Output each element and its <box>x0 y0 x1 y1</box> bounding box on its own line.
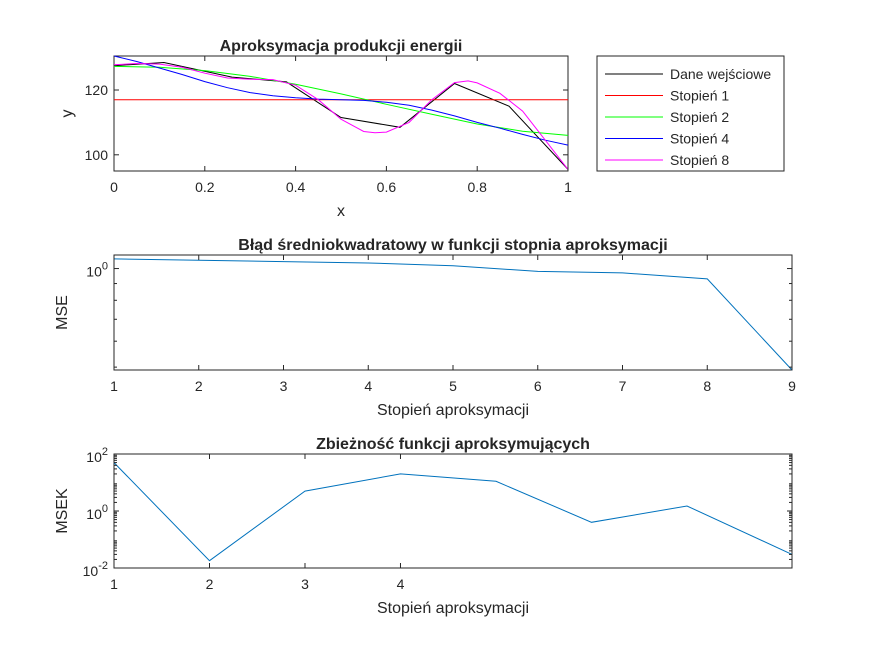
y-axis-label: MSEK <box>54 488 71 534</box>
x-tick-label: 1 <box>110 378 118 394</box>
x-tick-label: 4 <box>397 576 405 592</box>
y-tick-label-exponent: -2 <box>98 560 108 572</box>
legend-label-2: Stopień 1 <box>670 88 729 104</box>
x-tick-label: 1 <box>564 179 572 195</box>
series-line-1 <box>113 258 793 371</box>
series-line-5 <box>113 62 569 170</box>
y-tick-label: 10-2 <box>83 560 108 579</box>
y-tick-label: 100 <box>86 261 108 280</box>
axes-1: 0 0.2 0.4 0.6 0.8 1 100 120 Aproksymacja produkc… <box>59 38 572 220</box>
x-tick-label: 6 <box>534 378 542 394</box>
y-tick-label: 100 <box>85 147 109 163</box>
legend-box <box>596 55 785 172</box>
axes-2: 1 2 3 4 5 6 7 8 9 100 Błąd średniokwadratowy w fun… <box>54 237 796 419</box>
y-tick-label: 120 <box>85 82 109 98</box>
legend-label-1: Dane wejściowe <box>670 66 771 82</box>
plot-area <box>113 55 569 172</box>
y-tick-label-exponent: 2 <box>102 446 108 458</box>
y-tick-label-base: 10 <box>86 506 102 522</box>
x-axis-label: x <box>337 203 345 220</box>
x-tick-label: 0.4 <box>286 179 306 195</box>
x-tick-label: 2 <box>195 378 203 394</box>
x-tick-label: 0.8 <box>467 179 487 195</box>
axes-title: Aproksymacja produkcji energii <box>220 38 463 55</box>
y-tick-label-base: 10 <box>86 264 102 280</box>
y-axis-label: y <box>59 110 76 118</box>
x-tick-label: 3 <box>301 576 309 592</box>
y-tick-label: 100 <box>86 503 108 522</box>
x-tick-label: 0.6 <box>377 179 397 195</box>
y-tick-label-base: 10 <box>83 563 99 579</box>
x-tick-label: 7 <box>619 378 627 394</box>
legend: Dane wejściowe Stopień 1 Stopień 2 Stopień … <box>596 55 785 172</box>
plot-area <box>113 453 793 569</box>
x-tick-label: 8 <box>703 378 711 394</box>
y-tick-label: 102 <box>86 446 108 465</box>
legend-label-5: Stopień 8 <box>670 152 729 168</box>
axes-title: Zbieżność funkcji aproksymujących <box>316 436 590 453</box>
y-tick-label-base: 10 <box>86 449 102 465</box>
x-tick-label: 5 <box>449 378 457 394</box>
x-tick-label: 0.2 <box>195 179 215 195</box>
x-axis-label: Stopień aproksymacji <box>377 402 529 419</box>
x-axis-label: Stopień aproksymacji <box>377 600 529 617</box>
legend-label-3: Stopień 2 <box>670 109 729 125</box>
x-tick-label: 0 <box>110 179 118 195</box>
series-line-1 <box>113 61 569 170</box>
x-tick-label: 1 <box>110 576 118 592</box>
x-tick-label: 4 <box>364 378 372 394</box>
y-axis-label: MSE <box>54 295 71 330</box>
x-tick-label: 9 <box>788 378 796 394</box>
legend-label-4: Stopień 4 <box>670 131 729 147</box>
axes-title: Błąd średniokwadratowy w funkcji stopnia… <box>238 237 667 254</box>
x-tick-label: 2 <box>206 576 214 592</box>
series-line-1 <box>113 462 793 562</box>
series-line-4 <box>113 55 569 146</box>
y-tick-label-exponent: 0 <box>102 503 108 515</box>
y-tick-label-exponent: 0 <box>102 261 108 273</box>
x-tick-label: 3 <box>280 378 288 394</box>
plot-area <box>113 254 793 371</box>
